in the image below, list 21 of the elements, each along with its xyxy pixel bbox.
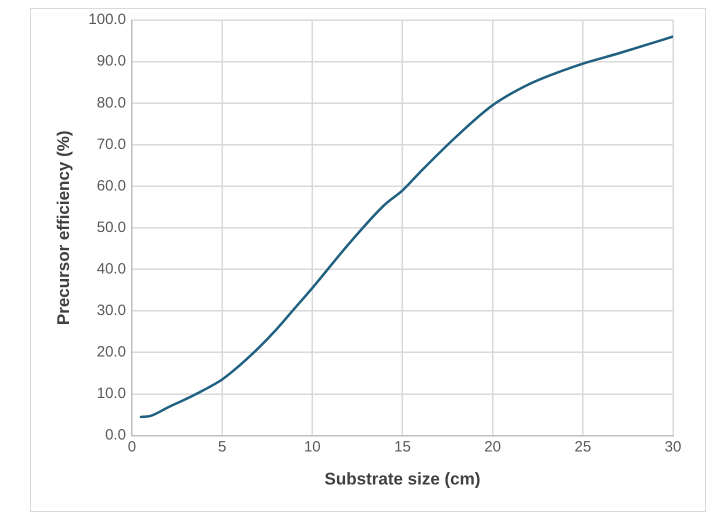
- y-tick-label: 60.0: [96, 177, 126, 194]
- y-tick-label: 10.0: [96, 385, 126, 402]
- x-tick-label: 10: [304, 438, 321, 456]
- y-tick-label: 30.0: [96, 302, 126, 320]
- y-tick-label: 80.0: [96, 94, 126, 112]
- y-tick-label: 70.0: [96, 136, 126, 153]
- x-tick-label: 25: [574, 438, 592, 456]
- y-tick-label: 0.0: [105, 426, 126, 444]
- y-tick-label: 40.0: [96, 260, 126, 278]
- x-axis-title: Substrate size (cm): [324, 469, 480, 488]
- y-tick-label: 100.0: [88, 11, 126, 28]
- y-tick-label: 90.0: [96, 52, 126, 70]
- x-tick-label: 15: [394, 438, 411, 456]
- y-axis-title: Precursor efficiency (%): [54, 130, 73, 326]
- y-tick-label: 50.0: [96, 218, 126, 236]
- x-tick-label: 20: [484, 438, 501, 456]
- x-tick-label: 5: [218, 438, 226, 456]
- x-tick-label: 30: [664, 438, 682, 456]
- line-series: [140, 35, 673, 418]
- y-tick-label: 20.0: [96, 344, 126, 361]
- x-tick-label: 0: [128, 438, 136, 456]
